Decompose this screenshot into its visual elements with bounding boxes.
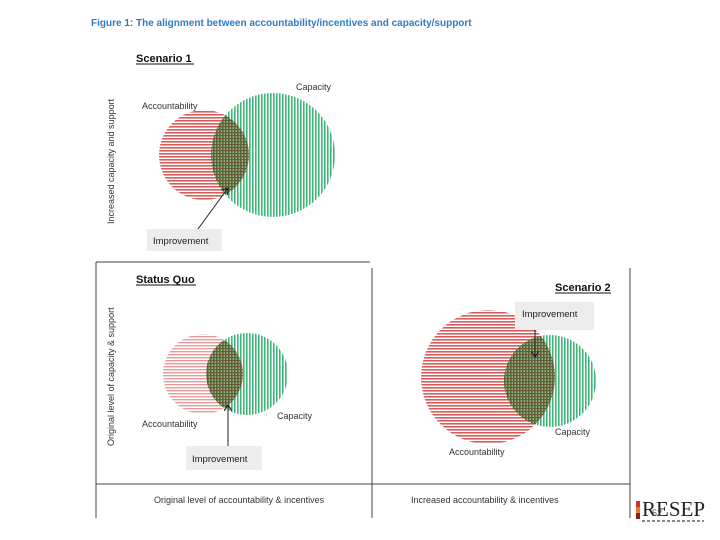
scenario-2-capacity-label: Capacity	[555, 427, 591, 437]
panel-scenario-1: Scenario 1 Accountability Capacity Impro…	[136, 53, 335, 251]
y-axis-label-upper: Increased capacity and support	[106, 98, 116, 224]
scenario-2-improvement-box	[515, 302, 594, 330]
logo-subtitle-line	[642, 520, 704, 522]
y-axis-label-lower: Original level of capacity & support	[106, 307, 116, 446]
scenario-1-capacity-label: Capacity	[296, 82, 332, 92]
status-quo-capacity-label: Capacity	[277, 411, 313, 421]
status-quo-accountability-label: Accountability	[142, 419, 198, 429]
figure-title: Figure 1: The alignment between accounta…	[91, 18, 472, 29]
x-axis-label-left: Original level of accountability & incen…	[154, 495, 325, 505]
scenario-2-improvement-label: Improvement	[522, 309, 578, 320]
status-quo-improvement-label: Improvement	[192, 454, 248, 465]
scenario-1-improvement-box	[147, 229, 222, 251]
scenario-2-heading: Scenario 2	[555, 282, 611, 294]
panel-status-quo: Status Quo Accountability Capacity Impro…	[136, 274, 313, 470]
scenario-1-capacity-circle	[211, 93, 335, 217]
logo-text: RESEP	[642, 497, 706, 521]
scenario-2-accountability-label: Accountability	[449, 447, 505, 457]
logo-color-bar	[636, 501, 640, 519]
page-number: 52	[652, 508, 663, 518]
panel-scenario-2: Scenario 2 Accountability Capacity Impro…	[421, 282, 611, 457]
scenario-1-heading: Scenario 1	[136, 53, 192, 65]
resep-logo: RESEP	[636, 498, 708, 526]
scenario-1-improvement-label: Improvement	[153, 236, 209, 247]
scenario-2-overlap	[504, 335, 555, 427]
status-quo-overlap	[206, 334, 243, 414]
status-quo-heading: Status Quo	[136, 274, 195, 286]
scenario-1-improvement-arrow	[197, 188, 228, 230]
x-axis-label-right: Increased accountability & incentives	[411, 495, 559, 505]
status-quo-improvement-box	[186, 446, 262, 470]
scenario-1-accountability-label: Accountability	[142, 101, 198, 111]
